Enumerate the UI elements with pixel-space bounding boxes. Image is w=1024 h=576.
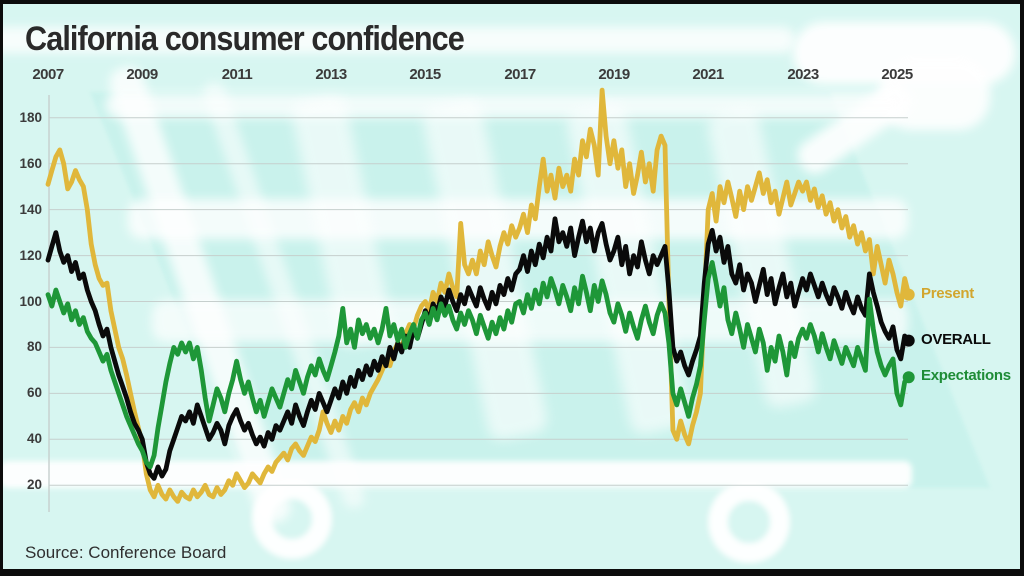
y-tick-label: 180 xyxy=(19,110,42,125)
cart-mesh-band-top xyxy=(105,93,905,118)
y-tick-label: 100 xyxy=(19,294,42,309)
series-line-expectations xyxy=(45,259,912,470)
x-tick-label: 2015 xyxy=(409,66,441,83)
y-tick-label: 120 xyxy=(19,248,42,263)
y-tick-label: 60 xyxy=(26,385,42,400)
x-tick-label: 2019 xyxy=(598,66,630,83)
x-tick-label: 2007 xyxy=(32,66,64,83)
frame-top xyxy=(0,0,1024,4)
y-tick-label: 20 xyxy=(26,477,42,492)
y-tick-label: 160 xyxy=(19,156,42,171)
frame-left xyxy=(0,0,3,576)
frame-right xyxy=(1020,0,1024,576)
legend-label-expectations: Expectations xyxy=(921,367,1011,384)
y-tick-label: 80 xyxy=(26,339,42,354)
legend-label-present: Present xyxy=(921,285,974,302)
series-line-overall xyxy=(45,216,912,481)
x-tick-label: 2013 xyxy=(315,66,347,83)
page-title: California consumer confidence xyxy=(25,20,465,58)
series-end-dot-expectations xyxy=(902,371,915,384)
frame-bottom xyxy=(0,569,1024,576)
source-credit: Source: Conference Board xyxy=(25,543,227,562)
series-line-present xyxy=(45,87,912,504)
x-tick-label: 2017 xyxy=(504,66,536,83)
x-tick-label: 2009 xyxy=(126,66,158,83)
x-tick-label: 2011 xyxy=(221,66,253,83)
x-tick-label: 2023 xyxy=(787,66,819,83)
y-tick-label: 40 xyxy=(26,431,42,446)
x-tick-label: 2025 xyxy=(881,66,913,83)
legend-label-overall: OVERALL xyxy=(921,331,991,348)
cart-handle-bar xyxy=(0,27,795,53)
series-end-dot-overall xyxy=(902,334,915,347)
series-end-dot-present xyxy=(902,288,915,301)
y-tick-label: 140 xyxy=(19,202,42,217)
x-tick-label: 2021 xyxy=(692,66,724,83)
